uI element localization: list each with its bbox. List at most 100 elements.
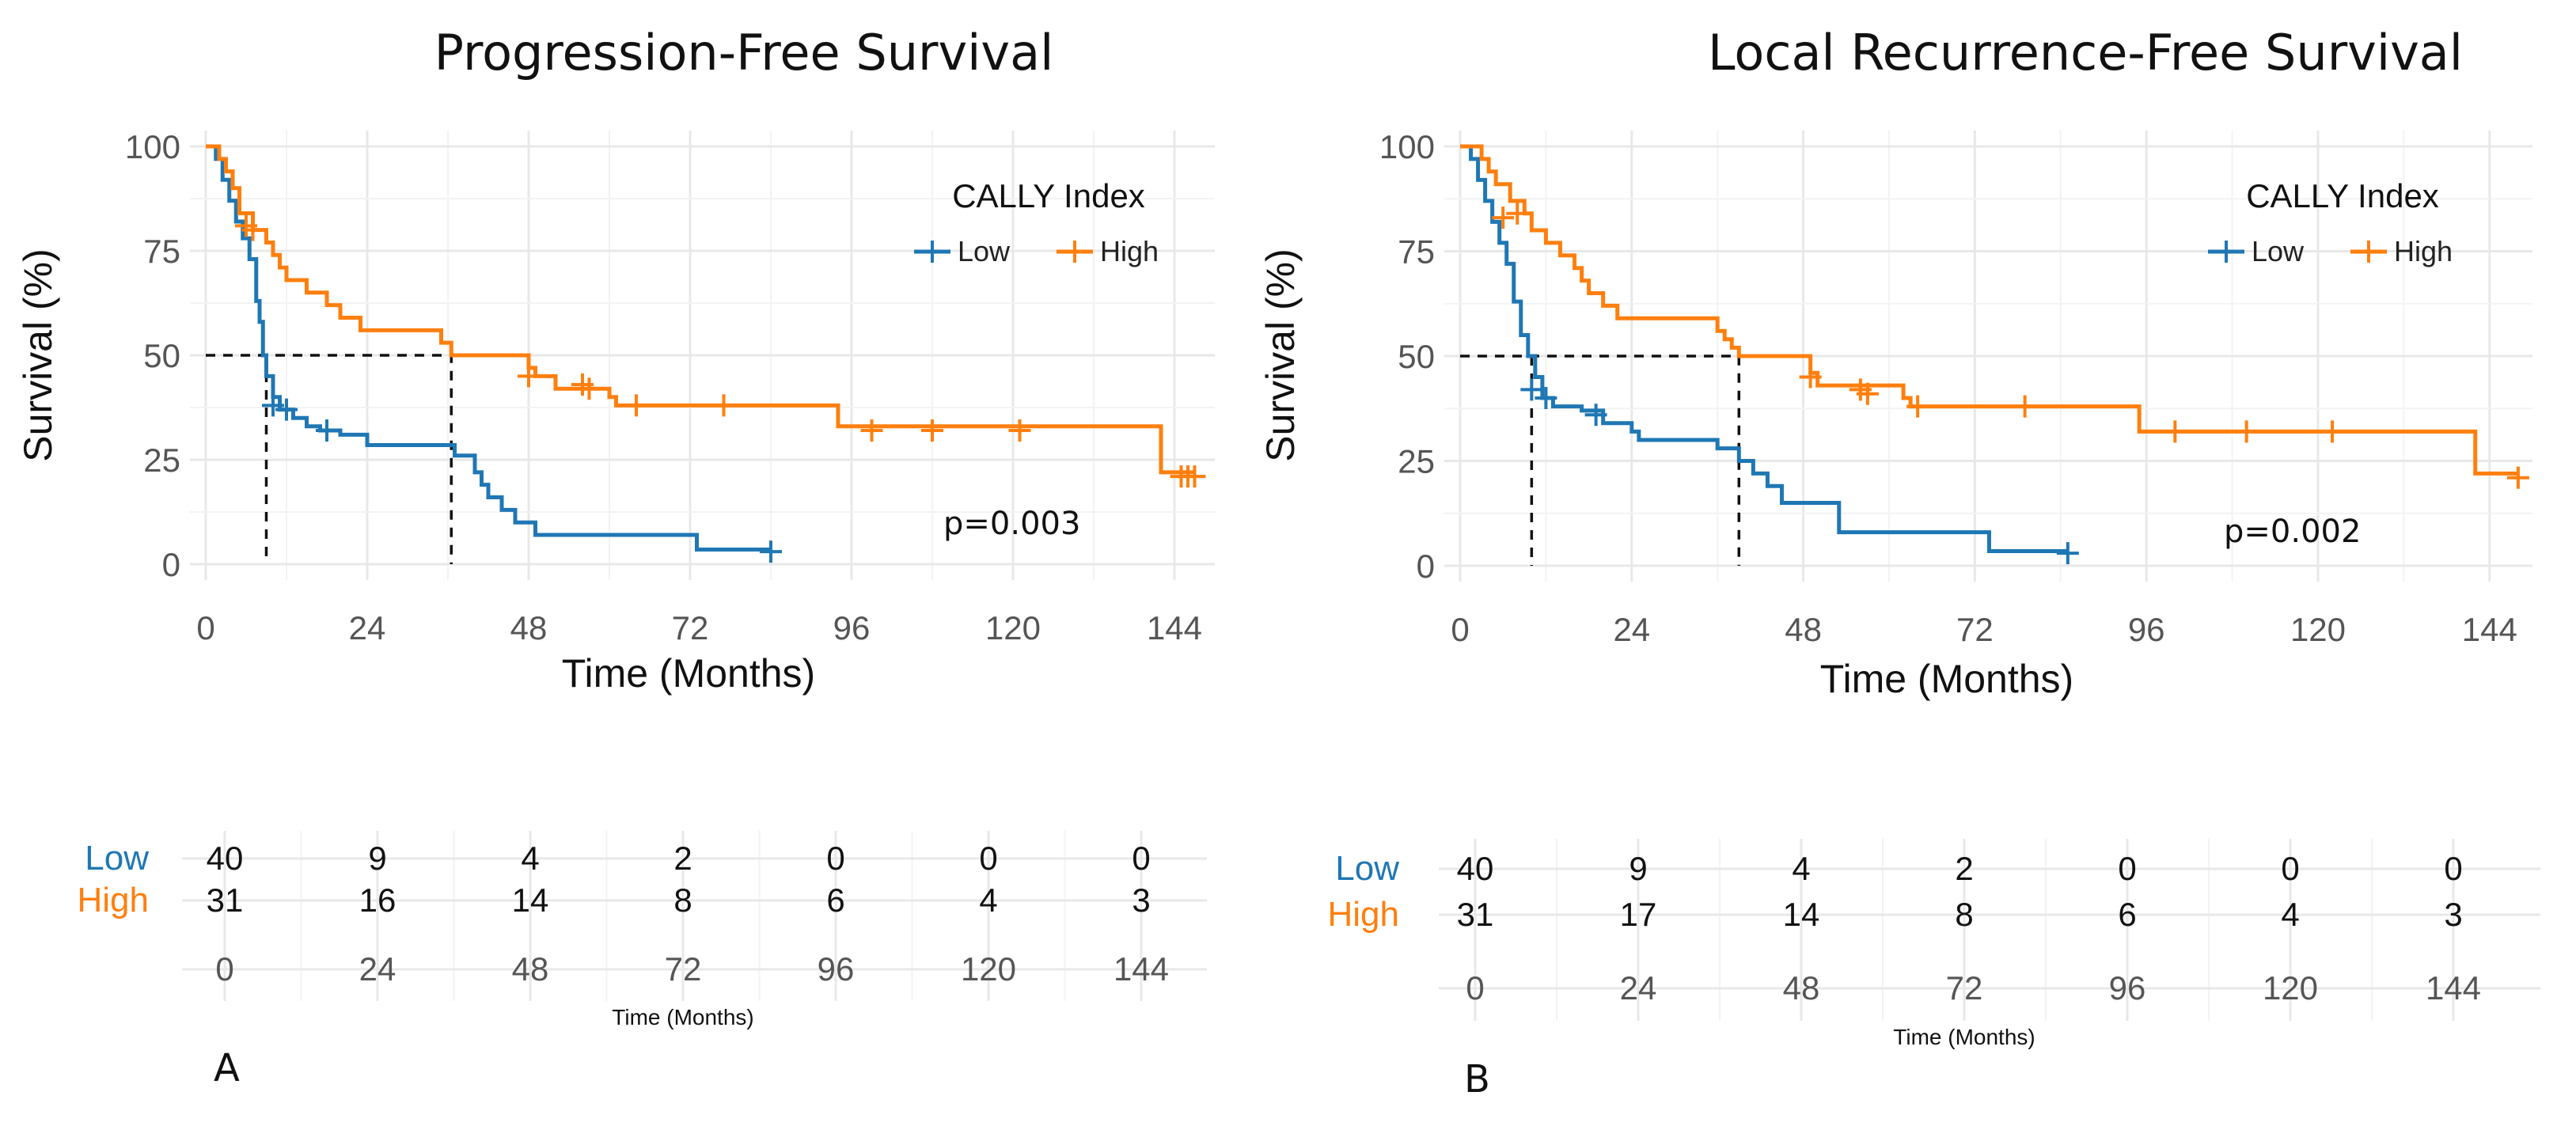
y-tick-label: 50 <box>1398 338 1435 375</box>
risk-time-label: 144 <box>2426 969 2481 1007</box>
censor-mark-high <box>860 419 883 442</box>
risk-row-label-high: High <box>78 881 150 919</box>
censor-mark-high <box>1008 419 1031 442</box>
gridlines <box>1444 131 2532 582</box>
p-value: p=0.003 <box>943 506 1080 542</box>
risk-count: 14 <box>1783 896 1820 933</box>
censor-mark-low <box>760 540 782 563</box>
risk-count: 9 <box>1629 850 1647 887</box>
risk-count: 0 <box>826 840 844 877</box>
risk-row-label-low: Low <box>1335 849 1399 888</box>
censor-mark-high <box>1492 207 1515 229</box>
risk-table-xlabel: Time (Months) <box>612 1005 753 1029</box>
risk-row-label-low: Low <box>85 839 149 878</box>
risk-count: 2 <box>1955 850 1973 887</box>
km-curve-high <box>206 144 1195 475</box>
censor-mark-high <box>712 394 735 417</box>
y-tick-label: 100 <box>1379 128 1435 165</box>
censor-mark-low <box>262 394 284 417</box>
x-tick-label: 0 <box>196 609 214 646</box>
censor-mark-low <box>316 419 338 442</box>
x-tick-label: 96 <box>2128 611 2165 648</box>
censor-mark-high <box>2013 395 2036 418</box>
risk-count: 40 <box>207 840 244 877</box>
risk-count: 3 <box>1132 881 1150 919</box>
risk-count: 0 <box>1132 840 1150 877</box>
x-tick-label: 48 <box>1785 611 1822 648</box>
censor-mark-high <box>625 394 647 417</box>
risk-time-label: 72 <box>665 950 702 988</box>
legend-label-low: Low <box>2252 235 2305 267</box>
risk-table: Low 40 9 4 2 0 0 0 High 31 17 14 8 6 4 3 0 24 48 72 96 120 144… <box>1328 839 2540 1049</box>
risk-time-label: 72 <box>1946 969 1983 1007</box>
censor-mark-high <box>2235 420 2258 443</box>
risk-count: 4 <box>979 881 997 919</box>
x-tick-label: 120 <box>2290 611 2346 648</box>
risk-time-label: 0 <box>215 950 233 988</box>
censor-mark-high <box>518 365 540 388</box>
km-curve-high <box>1460 144 2518 476</box>
risk-time-label: 24 <box>1620 969 1657 1007</box>
x-axis-label: Time (Months) <box>1820 657 2073 701</box>
censor-mark-high <box>1799 366 1822 389</box>
legend: CALLY Index Low High <box>914 177 1159 267</box>
censor-mark-high <box>2321 420 2344 443</box>
censor-mark-low <box>1535 387 1557 409</box>
panel-b: Local Recurrence-Free Survival 0 25 50 75 100… <box>1258 24 2540 1101</box>
km-curve-low <box>206 144 771 552</box>
censor-mark-low <box>1520 378 1543 401</box>
censor-mark-low <box>2056 542 2079 565</box>
risk-time-label: 96 <box>818 950 855 988</box>
y-tick-label: 0 <box>1417 548 1435 585</box>
risk-count: 0 <box>2118 850 2136 887</box>
y-tick-label: 0 <box>162 546 180 583</box>
legend-label-high: High <box>1100 235 1159 267</box>
risk-count: 3 <box>2444 896 2462 933</box>
risk-count: 31 <box>207 881 244 919</box>
risk-time-label: 120 <box>961 950 1016 988</box>
km-curve-low <box>1460 144 2068 553</box>
x-axis-label: Time (Months) <box>562 651 815 696</box>
risk-count: 4 <box>2281 896 2299 933</box>
risk-time-label: 96 <box>2109 969 2146 1007</box>
risk-count: 31 <box>1457 896 1494 933</box>
risk-count: 6 <box>2118 896 2136 933</box>
risk-time-label: 24 <box>359 950 396 988</box>
censor-mark-low <box>1584 404 1607 427</box>
x-tick-label: 72 <box>1956 611 1994 648</box>
risk-row-label-high: High <box>1328 895 1400 934</box>
x-tick-label: 120 <box>985 609 1041 646</box>
censor-mark-high <box>1906 395 1929 418</box>
y-axis-label: Survival (%) <box>16 248 60 461</box>
risk-count: 40 <box>1457 850 1494 887</box>
risk-count: 9 <box>368 840 386 877</box>
x-tick-label: 144 <box>2462 611 2517 648</box>
panel-letter: B <box>1464 1057 1490 1101</box>
risk-time-label: 48 <box>512 950 549 988</box>
censor-mark-high <box>1856 382 1879 405</box>
y-tick-label: 75 <box>143 233 180 270</box>
panel-letter: A <box>214 1046 240 1090</box>
risk-count: 4 <box>1792 850 1810 887</box>
risk-count: 2 <box>673 840 692 877</box>
censor-mark-high <box>1183 465 1206 488</box>
risk-count: 8 <box>673 881 692 919</box>
y-tick-label: 50 <box>143 337 180 374</box>
censor-mark-high <box>1506 202 1529 225</box>
legend-title: CALLY Index <box>2246 177 2439 214</box>
x-tick-label: 96 <box>833 609 871 646</box>
risk-time-label: 144 <box>1113 950 1169 988</box>
risk-count: 14 <box>512 881 549 919</box>
risk-count: 4 <box>521 840 539 877</box>
risk-count: 0 <box>979 840 997 877</box>
risk-count: 17 <box>1620 896 1657 933</box>
legend-title: CALLY Index <box>952 177 1145 214</box>
y-axis-label: Survival (%) <box>1258 248 1303 461</box>
censor-mark-high <box>921 419 943 442</box>
x-tick-label: 72 <box>672 609 709 646</box>
p-value: p=0.002 <box>2224 514 2361 550</box>
censor-mark-low <box>275 398 298 421</box>
y-tick-label: 100 <box>125 128 180 165</box>
